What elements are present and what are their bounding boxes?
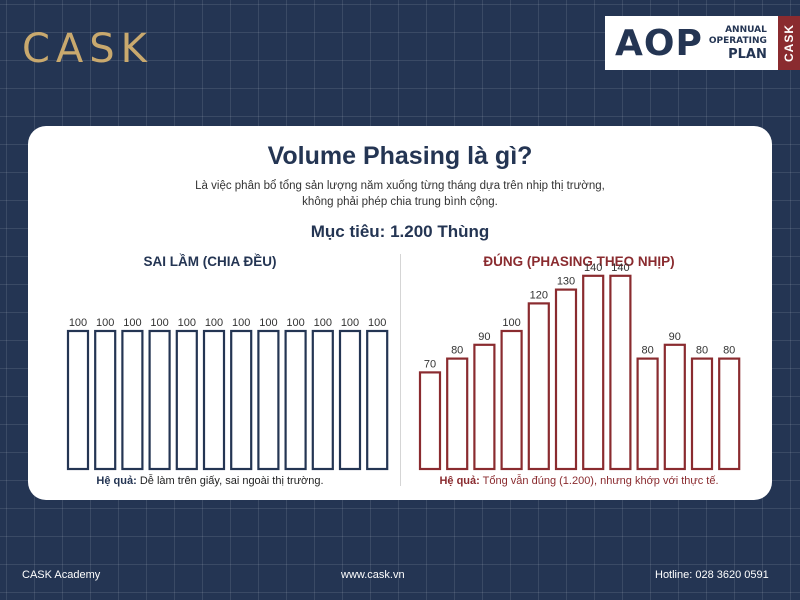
chart-2-bar-10 — [663, 343, 686, 471]
chart-1-label-1: 100 — [69, 317, 87, 329]
aop-badge-line1: ANNUAL — [725, 24, 767, 35]
chart-1-label-7: 100 — [232, 317, 250, 329]
chart-2-bar-9 — [636, 357, 659, 471]
chart-1-bar-2 — [94, 329, 117, 471]
chart-2-label-9: 80 — [641, 345, 653, 357]
chart-2-bar-1 — [418, 371, 442, 471]
chart-2-bar-6 — [554, 288, 578, 471]
chart-2-note-label: Hệ quả: — [439, 475, 479, 487]
chart-1-note-text: Dễ làm trên giấy, sai ngoài thị trường. — [137, 474, 324, 487]
chart-2-bar-7 — [582, 274, 605, 471]
brand-logo: CASK — [22, 26, 153, 72]
chart-1-bar-6 — [202, 329, 226, 471]
chart-1-label-10: 100 — [314, 317, 332, 329]
footer-website[interactable]: www.cask.vn — [341, 569, 405, 581]
chart-2-bar-12 — [718, 357, 741, 471]
chart-2-label-8: 140 — [611, 262, 629, 274]
chart-1-label-9: 100 — [286, 317, 304, 329]
chart-1-label-3: 100 — [123, 317, 141, 329]
content-card: Volume Phasing là gì? Là việc phân bổ tổ… — [28, 126, 772, 500]
chart-2-bar-4 — [500, 329, 523, 471]
aop-badge: AOP ANNUAL OPERATING PLAN CASK — [605, 16, 800, 70]
chart-1-bar-4 — [148, 329, 171, 471]
chart-1-bar-11 — [338, 329, 362, 471]
chart-2-bar-8 — [609, 274, 632, 471]
chart-1-bar-5 — [175, 329, 198, 471]
card-subtitle: Là việc phân bổ tổng sản lượng năm xuống… — [28, 178, 772, 210]
chart-2-bar-11 — [690, 357, 714, 471]
card-title: Volume Phasing là gì? — [267, 142, 533, 170]
chart-2-bar-3 — [473, 343, 496, 471]
chart-1-bar-10 — [311, 329, 334, 471]
chart-2-title: ĐÚNG (PHASING THEO NHỊP) — [483, 254, 674, 269]
chart-2-label-5: 120 — [530, 289, 548, 301]
aop-badge-big: AOP — [615, 22, 703, 64]
chart-1-bar-12 — [366, 329, 389, 471]
chart-1-bar-7 — [230, 329, 253, 471]
chart-1-label-2: 100 — [96, 317, 114, 329]
chart-1-bar-8 — [257, 329, 280, 471]
chart-2-note-text: Tổng vẫn đúng (1.200), nhưng khớp với th… — [480, 474, 719, 487]
chart-2-label-7: 140 — [584, 262, 602, 274]
chart-1-label-5: 100 — [178, 317, 196, 329]
chart-1-bar-1 — [66, 329, 90, 471]
chart-2-label-11: 80 — [696, 345, 708, 357]
chart-divider — [400, 254, 401, 486]
chart-2-label-4: 100 — [502, 317, 520, 329]
chart-2-label-10: 90 — [669, 331, 681, 343]
chart-2-label-6: 130 — [557, 276, 575, 288]
chart-1-label-8: 100 — [259, 317, 277, 329]
aop-badge-line3: PLAN — [728, 46, 767, 62]
chart-1-label-12: 100 — [368, 317, 386, 329]
footer-academy: CASK Academy — [22, 569, 101, 581]
chart-2-label-3: 90 — [478, 331, 490, 343]
chart-2-note: Hệ quả: Tổng vẫn đúng (1.200), nhưng khớ… — [439, 474, 718, 487]
aop-badge-tag: CASK — [778, 16, 800, 70]
phasing-charts: SAI LẦM (CHIA ĐỀU) 100 100 100 100 100 100 100 1… — [66, 254, 741, 487]
chart-2-label-12: 80 — [723, 345, 735, 357]
chart-1-label-6: 100 — [205, 317, 223, 329]
card-subtitle-line1: Là việc phân bổ tổng sản lượng năm xuống… — [195, 180, 605, 192]
chart-1-note-label: Hệ quả: — [96, 475, 136, 487]
aop-badge-text: ANNUAL OPERATING PLAN — [709, 25, 767, 62]
chart-2-bar-2 — [446, 357, 469, 471]
chart-1-label-4: 100 — [150, 317, 168, 329]
footer-hotline: Hotline: 028 3620 0591 — [655, 569, 769, 581]
chart-1-title: SAI LẦM (CHIA ĐỀU) — [144, 254, 277, 269]
chart-1-note: Hệ quả: Dễ làm trên giấy, sai ngoài thị … — [96, 474, 323, 487]
chart-2-label-1: 70 — [424, 358, 436, 370]
chart-2-bar-5 — [527, 302, 550, 471]
aop-badge-line2: OPERATING — [708, 35, 767, 46]
chart-1-bar-3 — [121, 329, 144, 471]
card-subtitle-line2: không phải phép chia trung bình cộng. — [302, 196, 498, 208]
card-goal: Mục tiêu: 1.200 Thùng — [310, 222, 490, 241]
chart-1-label-11: 100 — [341, 317, 359, 329]
chart-1-bar-9 — [284, 329, 307, 471]
chart-2-label-2: 80 — [451, 345, 463, 357]
